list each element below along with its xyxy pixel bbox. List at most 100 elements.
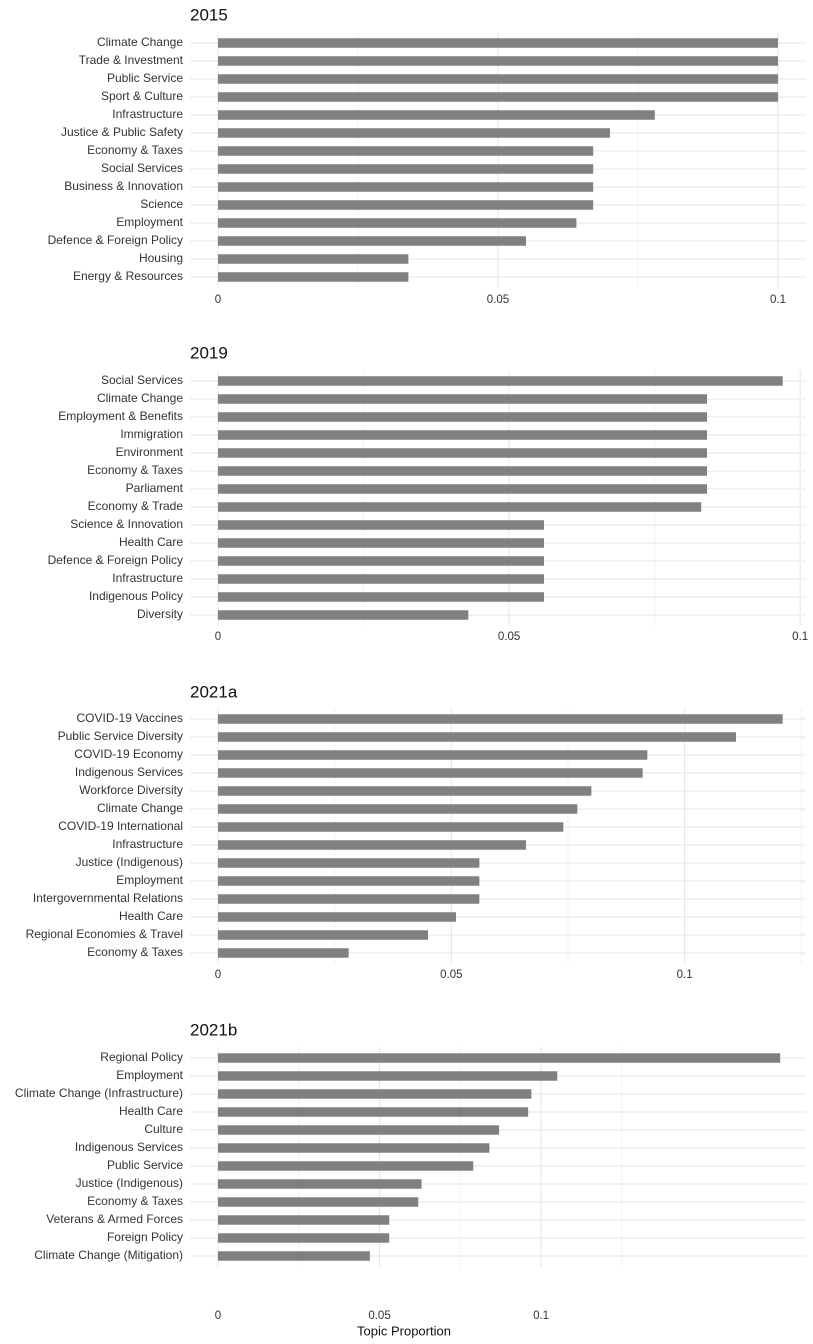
category-label: Public Service xyxy=(107,71,183,85)
bar xyxy=(218,394,708,404)
category-label: Infrastructure xyxy=(112,107,183,121)
bar xyxy=(218,840,526,850)
bar xyxy=(218,254,409,264)
category-label: Public Service Diversity xyxy=(58,729,183,743)
bar xyxy=(218,1089,532,1099)
bar xyxy=(218,484,708,494)
category-label: Foreign Policy xyxy=(107,1230,183,1244)
bar xyxy=(218,1125,500,1135)
category-label: Employment xyxy=(116,215,183,229)
category-label: Indigenous Services xyxy=(75,765,183,779)
category-label: Trade & Investment xyxy=(79,53,184,67)
category-label: Health Care xyxy=(119,1104,183,1118)
category-label: Defence & Foreign Policy xyxy=(48,553,183,567)
bar xyxy=(218,1251,370,1261)
x-tick-label: 0 xyxy=(215,631,221,643)
bar xyxy=(218,128,610,138)
bar xyxy=(218,146,594,156)
bar xyxy=(218,556,545,566)
category-label: Justice & Public Safety xyxy=(61,125,183,139)
panel-title: 2021a xyxy=(190,682,238,701)
category-label: Justice (Indigenous) xyxy=(76,855,183,869)
bar xyxy=(218,538,545,548)
bar xyxy=(218,930,428,940)
bar xyxy=(218,200,594,210)
bar xyxy=(218,804,578,814)
x-tick-label: 0 xyxy=(215,969,221,981)
bar xyxy=(218,56,778,66)
category-label: Public Service xyxy=(107,1158,183,1172)
bar xyxy=(218,110,655,120)
x-tick-label: 0 xyxy=(215,294,221,306)
x-tick-label: 0.1 xyxy=(533,1310,549,1322)
bar xyxy=(218,768,643,778)
x-tick-label: 0.1 xyxy=(770,294,786,306)
bar xyxy=(218,876,480,886)
category-label: Immigration xyxy=(120,427,183,441)
category-label: Economy & Taxes xyxy=(87,143,183,157)
category-label: Climate Change (Infrastructure) xyxy=(15,1086,183,1100)
bar xyxy=(218,714,783,724)
category-label: Indigenous Policy xyxy=(89,589,183,603)
category-label: Intergovernmental Relations xyxy=(33,891,183,905)
category-label: Environment xyxy=(116,445,184,459)
bar xyxy=(218,92,778,102)
category-label: COVID-19 Vaccines xyxy=(77,711,183,725)
bar xyxy=(218,1053,781,1063)
category-label: Economy & Trade xyxy=(88,499,184,513)
bar xyxy=(218,182,594,192)
category-label: Justice (Indigenous) xyxy=(76,1176,183,1190)
bar xyxy=(218,272,409,282)
bar xyxy=(218,1233,390,1243)
bar xyxy=(218,610,469,620)
category-label: COVID-19 Economy xyxy=(74,747,183,761)
bar xyxy=(218,822,564,832)
bar xyxy=(218,948,349,958)
category-label: Climate Change (Mitigation) xyxy=(34,1248,183,1262)
x-tick-label: 0.05 xyxy=(368,1310,390,1322)
category-label: Parliament xyxy=(126,481,184,495)
x-tick-label: 0.05 xyxy=(440,969,462,981)
bar xyxy=(218,1197,419,1207)
category-label: Regional Economies & Travel xyxy=(26,927,183,941)
panel-title: 2015 xyxy=(190,5,228,24)
category-label: Workforce Diversity xyxy=(79,783,183,797)
category-label: Culture xyxy=(144,1122,183,1136)
bar xyxy=(218,38,778,48)
category-label: Indigenous Services xyxy=(75,1140,183,1154)
category-label: Housing xyxy=(139,251,183,265)
category-label: Sport & Culture xyxy=(101,89,183,103)
category-label: Diversity xyxy=(137,607,183,621)
category-label: Business & Innovation xyxy=(64,179,183,193)
category-label: Veterans & Armed Forces xyxy=(46,1212,183,1226)
category-label: Climate Change xyxy=(97,391,183,405)
category-label: Social Services xyxy=(101,161,183,175)
bar xyxy=(218,1071,558,1081)
category-label: Energy & Resources xyxy=(73,269,183,283)
category-label: Climate Change xyxy=(97,801,183,815)
category-label: Economy & Taxes xyxy=(87,945,183,959)
bar xyxy=(218,376,783,386)
bar xyxy=(218,520,545,530)
category-label: Social Services xyxy=(101,373,183,387)
x-axis-title: Topic Proportion xyxy=(357,1323,451,1338)
category-label: Economy & Taxes xyxy=(87,1194,183,1208)
bar xyxy=(218,750,648,760)
category-label: Economy & Taxes xyxy=(87,463,183,477)
x-tick-label: 0.1 xyxy=(677,969,693,981)
x-tick-label: 0.1 xyxy=(792,631,808,643)
category-label: Climate Change xyxy=(97,35,183,49)
panel-title: 2019 xyxy=(190,343,228,362)
panel-title: 2021b xyxy=(190,1020,237,1039)
bar xyxy=(218,786,592,796)
bar xyxy=(218,592,545,602)
bar xyxy=(218,430,708,440)
bar xyxy=(218,74,778,84)
bar xyxy=(218,894,480,904)
bar xyxy=(218,466,708,476)
category-label: Employment & Benefits xyxy=(58,409,183,423)
bar xyxy=(218,218,577,228)
bar xyxy=(218,1179,422,1189)
category-label: Employment xyxy=(116,873,183,887)
